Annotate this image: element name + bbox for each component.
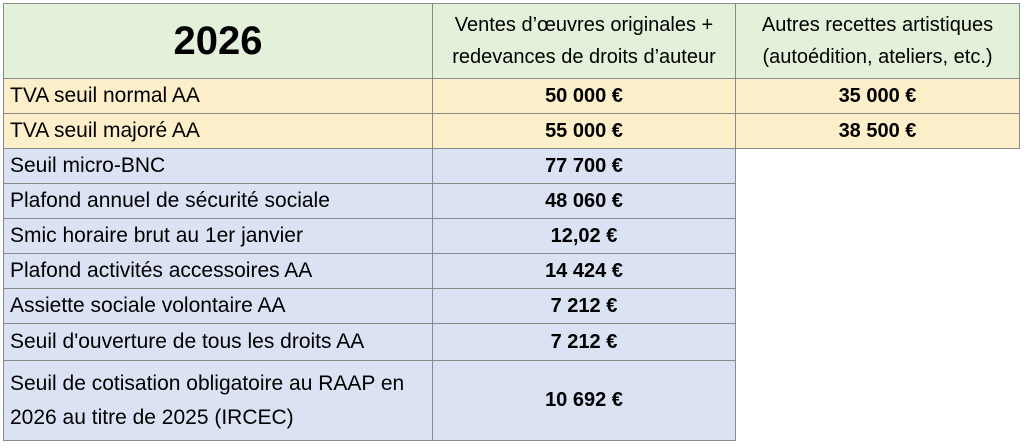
row-label-seuil-micro-bnc: Seuil micro-BNC bbox=[3, 148, 433, 184]
row-label-seuil-ouverture-droits: Seuil d'ouverture de tous les droits AA bbox=[3, 323, 433, 361]
value-plafond-activites-accessoires: 14 424 € bbox=[432, 253, 736, 289]
row-label-assiette-sociale: Assiette sociale volontaire AA bbox=[3, 288, 433, 324]
value-plafond-securite-sociale: 48 060 € bbox=[432, 183, 736, 219]
value-tva-majore-ventes: 55 000 € bbox=[432, 113, 736, 149]
row-label-plafond-activites-accessoires: Plafond activités accessoires AA bbox=[3, 253, 433, 289]
column-header-ventes: Ventes d’œuvres originales + redevances … bbox=[432, 3, 736, 79]
value-seuil-ouverture-droits: 7 212 € bbox=[432, 323, 736, 361]
value-tva-normal-ventes: 50 000 € bbox=[432, 78, 736, 114]
value-seuil-micro-bnc: 77 700 € bbox=[432, 148, 736, 184]
year-header: 2026 bbox=[3, 3, 433, 79]
value-assiette-sociale: 7 212 € bbox=[432, 288, 736, 324]
row-label-plafond-securite-sociale: Plafond annuel de sécurité sociale bbox=[3, 183, 433, 219]
value-tva-majore-autres: 38 500 € bbox=[735, 113, 1020, 149]
row-label-tva-majore: TVA seuil majoré AA bbox=[3, 113, 433, 149]
row-label-tva-normal: TVA seuil normal AA bbox=[3, 78, 433, 114]
row-label-seuil-cotisation-raap: Seuil de cotisation obligatoire au RAAP … bbox=[3, 360, 433, 441]
value-tva-normal-autres: 35 000 € bbox=[735, 78, 1020, 114]
column-header-autres-recettes: Autres recettes artistiques (autoédition… bbox=[735, 3, 1020, 79]
value-smic-horaire: 12,02 € bbox=[432, 218, 736, 254]
row-label-smic-horaire: Smic horaire brut au 1er janvier bbox=[3, 218, 433, 254]
value-seuil-cotisation-raap: 10 692 € bbox=[432, 360, 736, 441]
